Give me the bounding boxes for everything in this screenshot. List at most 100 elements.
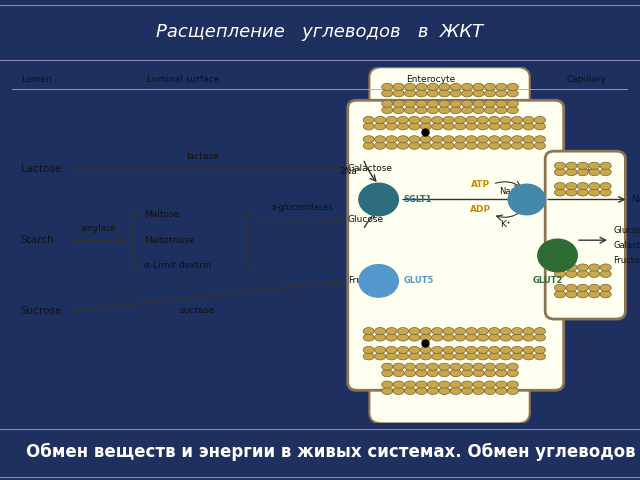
Ellipse shape — [439, 90, 450, 97]
Ellipse shape — [393, 100, 404, 107]
Ellipse shape — [374, 142, 386, 149]
Ellipse shape — [363, 334, 374, 341]
Ellipse shape — [454, 334, 466, 341]
Ellipse shape — [450, 363, 461, 370]
Ellipse shape — [508, 84, 518, 90]
Text: GLUT2: GLUT2 — [533, 276, 563, 285]
Ellipse shape — [484, 107, 495, 114]
Ellipse shape — [439, 370, 450, 377]
Ellipse shape — [477, 347, 488, 353]
Ellipse shape — [454, 117, 466, 123]
Ellipse shape — [534, 327, 545, 335]
Ellipse shape — [566, 264, 577, 271]
Ellipse shape — [397, 136, 408, 143]
Ellipse shape — [477, 327, 488, 335]
Circle shape — [538, 239, 577, 272]
Ellipse shape — [381, 84, 393, 90]
Text: Glucose: Glucose — [613, 226, 640, 235]
Ellipse shape — [600, 264, 611, 271]
Ellipse shape — [477, 334, 488, 341]
Ellipse shape — [554, 284, 566, 291]
Ellipse shape — [439, 84, 450, 90]
Ellipse shape — [511, 347, 523, 353]
Text: Enterocyte: Enterocyte — [406, 75, 456, 84]
Ellipse shape — [431, 136, 443, 143]
Ellipse shape — [500, 347, 511, 353]
Ellipse shape — [363, 117, 374, 123]
Ellipse shape — [577, 270, 588, 277]
Ellipse shape — [554, 291, 566, 298]
Ellipse shape — [523, 142, 534, 149]
Ellipse shape — [409, 136, 420, 143]
Ellipse shape — [428, 387, 438, 395]
Ellipse shape — [473, 100, 484, 107]
Ellipse shape — [374, 353, 386, 360]
Ellipse shape — [363, 123, 374, 130]
Ellipse shape — [589, 168, 600, 176]
Ellipse shape — [577, 189, 588, 196]
Text: Fructose: Fructose — [613, 256, 640, 265]
Ellipse shape — [523, 136, 534, 143]
Ellipse shape — [431, 347, 443, 353]
Ellipse shape — [600, 284, 611, 291]
Ellipse shape — [500, 117, 511, 123]
Ellipse shape — [409, 353, 420, 360]
Ellipse shape — [393, 370, 404, 377]
Ellipse shape — [461, 387, 473, 395]
Ellipse shape — [409, 347, 420, 353]
Ellipse shape — [500, 142, 511, 149]
Ellipse shape — [420, 117, 431, 123]
Ellipse shape — [500, 334, 511, 341]
Ellipse shape — [404, 100, 415, 107]
Ellipse shape — [508, 100, 518, 107]
Ellipse shape — [496, 107, 507, 114]
Ellipse shape — [508, 387, 518, 395]
Ellipse shape — [477, 142, 488, 149]
Ellipse shape — [450, 84, 461, 90]
Ellipse shape — [420, 334, 431, 341]
Ellipse shape — [523, 117, 534, 123]
Ellipse shape — [473, 90, 484, 97]
Ellipse shape — [397, 123, 408, 130]
Ellipse shape — [489, 353, 500, 360]
Ellipse shape — [450, 100, 461, 107]
Ellipse shape — [363, 142, 374, 149]
Ellipse shape — [566, 189, 577, 196]
Ellipse shape — [577, 168, 588, 176]
Ellipse shape — [473, 387, 484, 395]
Ellipse shape — [450, 370, 461, 377]
Text: K⁺: K⁺ — [580, 167, 591, 176]
Ellipse shape — [461, 90, 473, 97]
Ellipse shape — [397, 117, 408, 123]
Text: Maltotriose: Maltotriose — [144, 236, 195, 245]
Text: Lumen: Lumen — [20, 75, 52, 84]
Ellipse shape — [466, 353, 477, 360]
Ellipse shape — [484, 90, 495, 97]
Ellipse shape — [416, 363, 427, 370]
Ellipse shape — [511, 327, 523, 335]
Ellipse shape — [416, 387, 427, 395]
Ellipse shape — [428, 381, 438, 388]
Ellipse shape — [484, 387, 495, 395]
Ellipse shape — [589, 270, 600, 277]
Ellipse shape — [466, 334, 477, 341]
Ellipse shape — [443, 142, 454, 149]
Ellipse shape — [508, 381, 518, 388]
Ellipse shape — [409, 327, 420, 335]
Ellipse shape — [439, 107, 450, 114]
Ellipse shape — [393, 381, 404, 388]
Ellipse shape — [381, 370, 393, 377]
Ellipse shape — [386, 123, 397, 130]
Ellipse shape — [428, 84, 438, 90]
Ellipse shape — [461, 107, 473, 114]
Ellipse shape — [374, 136, 386, 143]
Text: Maltose: Maltose — [144, 210, 179, 219]
Ellipse shape — [374, 334, 386, 341]
Ellipse shape — [508, 107, 518, 114]
Ellipse shape — [420, 123, 431, 130]
Ellipse shape — [439, 363, 450, 370]
Text: Starch: Starch — [20, 235, 54, 245]
Ellipse shape — [431, 327, 443, 335]
Ellipse shape — [511, 117, 523, 123]
Ellipse shape — [484, 100, 495, 107]
